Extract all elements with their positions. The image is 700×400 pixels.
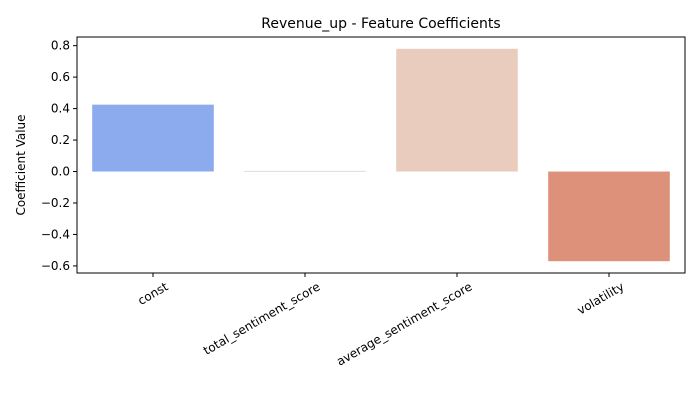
y-tick-label: 0.2 [51, 133, 70, 147]
x-tick-label: volatility [575, 279, 627, 317]
chart-title: Revenue_up - Feature Coefficients [261, 16, 500, 32]
bar-total-sentiment-score [244, 170, 366, 172]
y-tick-label: −0.2 [41, 196, 70, 210]
x-tick-label: total_sentiment_score [201, 279, 323, 357]
bar-volatility [548, 171, 670, 262]
y-axis-label: Coefficient Value [14, 114, 28, 215]
y-tick-label: −0.4 [41, 227, 70, 241]
plot-frame [76, 36, 686, 274]
x-tick-label: average_sentiment_score [334, 279, 474, 368]
y-tick-label: 0.4 [51, 102, 70, 116]
x-axis-ticks: const total_sentiment_score average_sentim… [135, 273, 627, 369]
bar-const [92, 104, 214, 172]
x-tick-label: const [135, 279, 170, 308]
bars-group [92, 48, 670, 262]
y-tick-label: 0.8 [51, 39, 70, 53]
y-tick-label: 0.0 [51, 165, 70, 179]
y-tick-label: −0.6 [41, 259, 70, 273]
y-axis-ticks: −0.6 −0.4 −0.2 0.0 0.2 0.4 0.6 0.8 [41, 39, 77, 273]
bar-average-sentiment-score [396, 48, 518, 172]
y-tick-label: 0.6 [51, 70, 70, 84]
